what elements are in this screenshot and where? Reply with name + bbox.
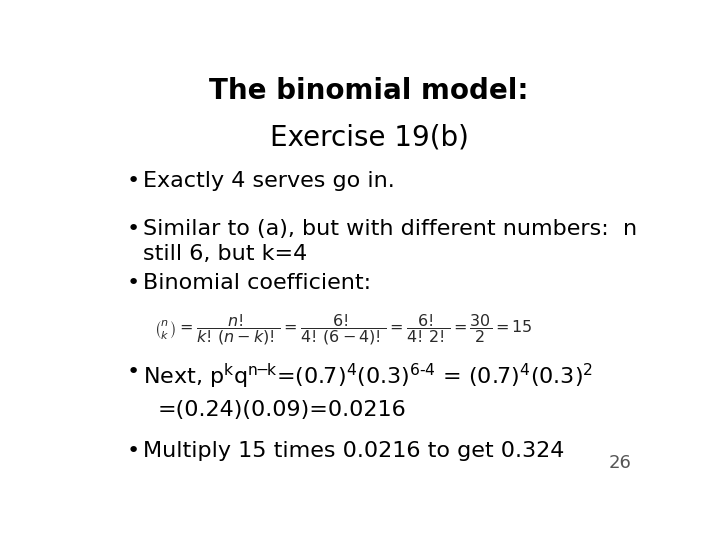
Text: 26: 26 [608, 454, 631, 472]
Text: =(0.24)(0.09)=0.0216: =(0.24)(0.09)=0.0216 [158, 400, 407, 420]
Text: •: • [126, 171, 140, 191]
Text: Similar to (a), but with different numbers:  n
still 6, but k=4: Similar to (a), but with different numbe… [143, 219, 637, 264]
Text: The binomial model:: The binomial model: [210, 77, 528, 105]
Text: Exercise 19(b): Exercise 19(b) [269, 123, 469, 151]
Text: •: • [126, 273, 140, 293]
Text: Exactly 4 serves go in.: Exactly 4 serves go in. [143, 171, 395, 191]
Text: Multiply 15 times 0.0216 to get 0.324: Multiply 15 times 0.0216 to get 0.324 [143, 441, 564, 461]
Text: •: • [126, 219, 140, 239]
Text: •: • [126, 362, 140, 382]
Text: Binomial coefficient:: Binomial coefficient: [143, 273, 371, 293]
Text: Next, $\mathrm{p^kq^{n\!\!-\!\!k}}$=(0.7)$^4$(0.3)$^{6\text{-}4}$ = (0.7)$^4$(0.: Next, $\mathrm{p^kq^{n\!\!-\!\!k}}$=(0.7… [143, 362, 593, 392]
Text: $\binom{n}{k} = \dfrac{n!}{k!\,(n-k)!} = \dfrac{6!}{4!\,(6-4)!} = \dfrac{6!}{4!\: $\binom{n}{k} = \dfrac{n!}{k!\,(n-k)!} =… [154, 312, 533, 347]
Text: •: • [126, 441, 140, 461]
